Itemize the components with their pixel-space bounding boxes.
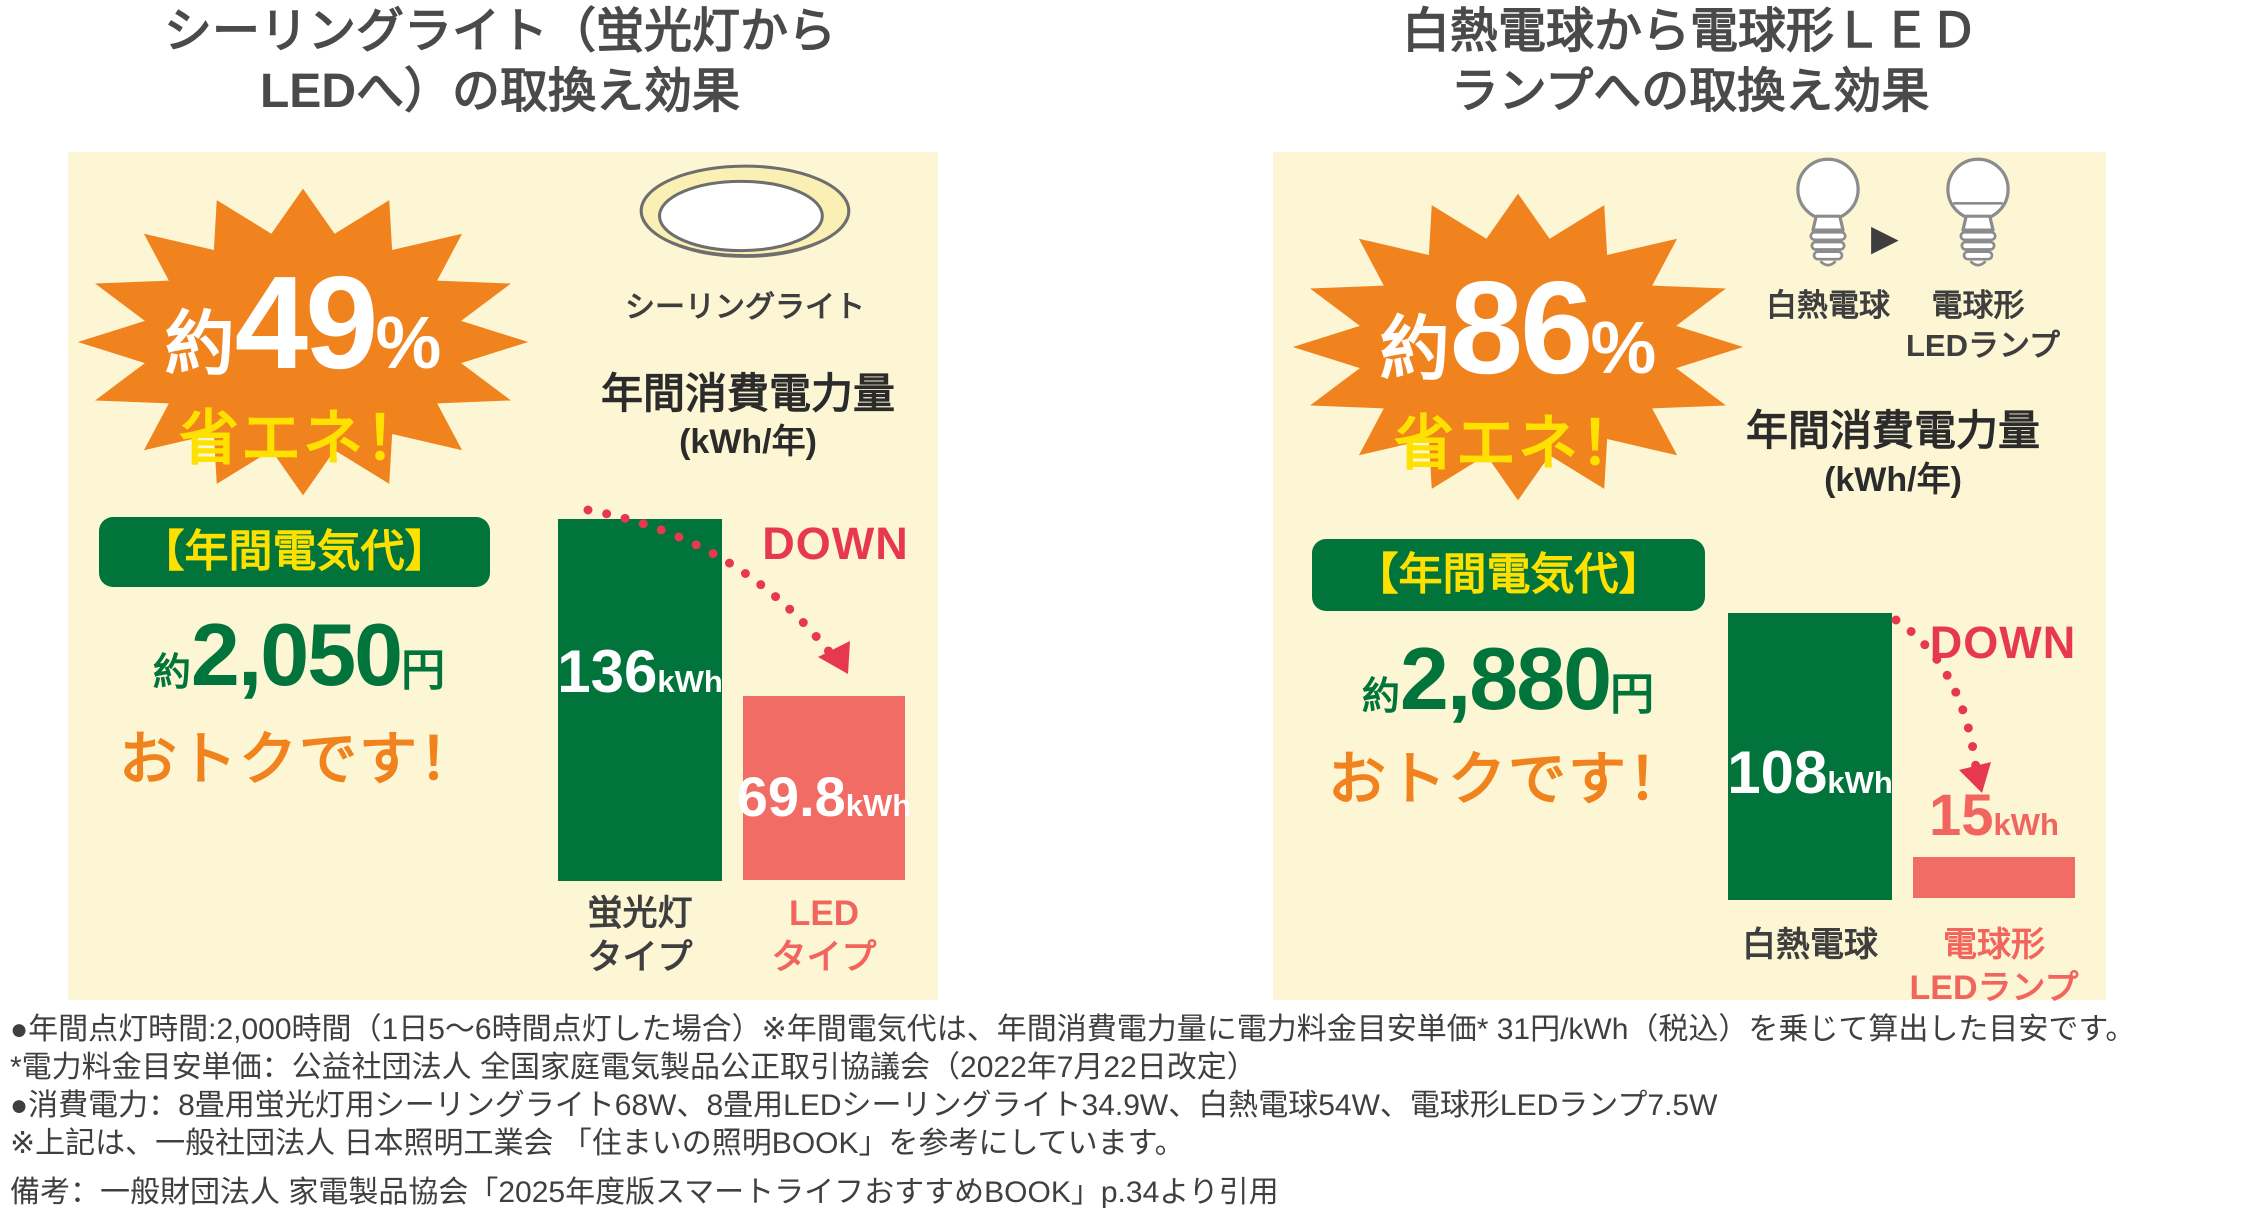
page-title-right: 白熱電球から電球形ＬＥＤ ランプへの取換え効果 bbox=[1235, 2, 2145, 122]
bar-led-label: LED タイプ bbox=[771, 894, 877, 977]
ceiling-light-icon bbox=[639, 164, 851, 258]
metric-title: 年間消費電力量 bbox=[600, 370, 895, 417]
bar-led-lamp-value: 15 kWh bbox=[1913, 782, 2075, 849]
panel-ceiling-light: 約 49% 省エネ！ シーリングライト 年間消費電力量 (kWh/年) 【年間電気… bbox=[68, 152, 938, 1000]
bar-incandescent-unit: kWh bbox=[1827, 765, 1893, 800]
bar-fluorescent-number: 136 bbox=[557, 638, 658, 705]
bar-led-value: 69.8 kWh bbox=[737, 764, 911, 829]
incandescent-caption: 白熱電球 bbox=[1766, 288, 1890, 323]
bar-incandescent-number: 108 bbox=[1727, 739, 1828, 806]
footnotes: ●年間点灯時間:2,000時間（1日5～6時間点灯した場合）※年間電気代は、年間… bbox=[10, 1012, 2240, 1213]
footnote-source: 備考：一般財団法人 家電製品協会「2025年度版スマートライフおすすめBOOK」… bbox=[10, 1176, 1279, 1209]
metric-title: 年間消費電力量 bbox=[1745, 407, 2040, 454]
annual-cost-box: 【年間電気代】 bbox=[99, 517, 490, 587]
bar-incandescent-label: 白熱電球 bbox=[1742, 926, 1878, 964]
bar-incandescent-value: 108 kWh bbox=[1727, 738, 1893, 807]
bar-incandescent: 108 kWh bbox=[1727, 613, 1893, 900]
down-arrow-icon bbox=[1891, 615, 1991, 793]
down-arrow-icon bbox=[583, 505, 850, 674]
savings-prefix: 約 bbox=[164, 305, 235, 383]
bar-led-lamp bbox=[1913, 857, 2075, 898]
led-caption-line2: LEDランプ bbox=[1905, 328, 2061, 363]
annual-cost-box-label: 【年間電気代】 bbox=[1354, 550, 1663, 599]
bar-fluorescent-label: 蛍光灯 タイプ bbox=[587, 894, 693, 977]
bar-led-lamp-number: 15 bbox=[1929, 783, 1994, 848]
starburst-icon bbox=[77, 188, 529, 496]
percent-sign: % bbox=[1590, 306, 1657, 389]
savings-prefix: 約 bbox=[1379, 310, 1450, 388]
bar-led-lamp-label: 電球形 LEDランプ bbox=[1909, 926, 2079, 1007]
title-right-line1: 白熱電球から電球形ＬＥＤ bbox=[1401, 5, 1978, 58]
starburst-icon bbox=[1292, 193, 1744, 501]
bar-fluorescent-unit: kWh bbox=[657, 664, 723, 699]
bar-fluorescent: 136 kWh bbox=[557, 519, 723, 881]
ceiling-light-caption: シーリングライト bbox=[625, 291, 865, 324]
savings-label: 省エネ！ bbox=[1394, 410, 1642, 477]
annual-cost-amount: 約 2,880 円 bbox=[1273, 628, 1743, 730]
led-caption-line1: 電球形 bbox=[1931, 288, 2025, 323]
cost-prefix: 約 bbox=[1361, 676, 1400, 718]
bar-led-unit: kWh bbox=[845, 788, 912, 823]
led-bulb-icon bbox=[1946, 157, 2010, 267]
footnote-line: *電力料金目安単価：公益社団法人 全国家庭電気製品公正取引協議会（2022年7月… bbox=[10, 1051, 1257, 1084]
bar-fluorescent-value: 136 kWh bbox=[557, 637, 723, 706]
annual-cost-box: 【年間電気代】 bbox=[1312, 539, 1705, 611]
title-left-line2: LEDへ）の取換え効果 bbox=[259, 65, 740, 118]
cost-value: 2,880 bbox=[1399, 629, 1612, 728]
cost-note: おトクです！ bbox=[118, 727, 479, 792]
metric-unit: (kWh/年) bbox=[1824, 461, 1962, 499]
title-left-line1: シーリングライト（蛍光灯から bbox=[163, 5, 836, 58]
footnote-line: ●消費電力：8畳用蛍光灯用シーリングライト68W、8畳用LEDシーリングライト3… bbox=[10, 1089, 1718, 1122]
cost-prefix: 約 bbox=[152, 652, 191, 694]
bar-led-number: 69.8 bbox=[736, 765, 846, 828]
cost-value: 2,050 bbox=[190, 605, 403, 704]
incandescent-bulb-icon bbox=[1796, 157, 1860, 267]
annual-cost-amount: 約 2,050 円 bbox=[68, 604, 530, 706]
cost-unit: 円 bbox=[1610, 670, 1655, 719]
savings-label: 省エネ！ bbox=[179, 405, 427, 472]
savings-value: 49 bbox=[234, 249, 379, 396]
annual-cost-box-label: 【年間電気代】 bbox=[140, 527, 449, 576]
cost-unit: 円 bbox=[401, 646, 446, 695]
footnote-line: ●年間点灯時間:2,000時間（1日5～6時間点灯した場合）※年間電気代は、年間… bbox=[10, 1013, 2136, 1046]
page-title-left: シーリングライト（蛍光灯から LEDへ）の取換え効果 bbox=[30, 2, 970, 122]
savings-value: 86 bbox=[1449, 254, 1594, 401]
metric-unit: (kWh/年) bbox=[679, 423, 817, 461]
bar-led: 69.8 kWh bbox=[737, 696, 911, 880]
panel-bulb: 約 86% 省エネ！ ▶ 白熱電球 電球形 LEDランプ 年間消費電力量 (kWh… bbox=[1273, 152, 2106, 1007]
percent-sign: % bbox=[375, 301, 442, 384]
down-label: DOWN bbox=[762, 518, 909, 569]
bar-led-lamp-unit: kWh bbox=[1993, 807, 2059, 842]
right-arrow-icon: ▶ bbox=[1871, 217, 1899, 258]
cost-note: おトクです！ bbox=[1327, 747, 1688, 812]
title-right-line2: ランプへの取換え効果 bbox=[1450, 65, 1930, 118]
savings-percent: 約 86% bbox=[1288, 252, 1748, 403]
footnote-line: ※上記は、一般社団法人 日本照明工業会 「住まいの照明BOOK」を参考にしていま… bbox=[10, 1127, 1185, 1160]
savings-percent: 約 49% bbox=[73, 247, 533, 398]
down-label: DOWN bbox=[1929, 617, 2077, 668]
